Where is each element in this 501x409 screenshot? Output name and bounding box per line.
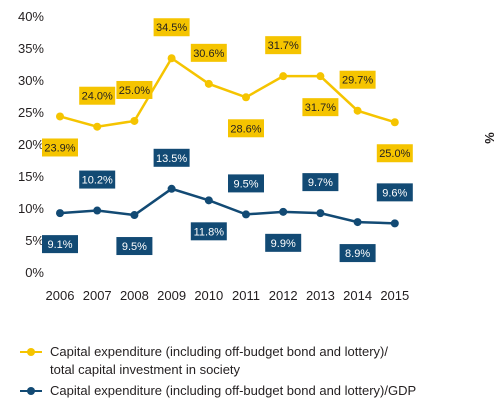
data-point [167, 54, 176, 63]
y-axis: 0% 5% 10% 15% 20% 25% 30% 35% 40% [18, 9, 44, 280]
legend-label-line1: Capital expenditure (including off-budge… [50, 344, 388, 359]
data-label: 8.9% [345, 248, 370, 260]
x-tick-label: 2012 [269, 288, 298, 303]
data-label-box [302, 98, 339, 117]
data-label: 9.9% [271, 238, 296, 250]
data-label-box [153, 18, 190, 37]
data-label-box [79, 86, 116, 105]
data-label: 31.7% [268, 40, 299, 52]
y-tick-label: 25% [18, 105, 44, 120]
x-tick-label: 2011 [232, 288, 260, 303]
data-label-box [190, 43, 227, 62]
data-point [279, 207, 288, 216]
x-tick-label: 2015 [380, 288, 409, 303]
y-tick-label: 0% [25, 265, 44, 280]
x-tick-label: 2013 [306, 288, 335, 303]
data-point [316, 72, 325, 81]
data-label: 13.5% [156, 153, 187, 165]
data-point [316, 209, 325, 218]
data-point [204, 79, 213, 88]
data-label: 25.0% [379, 148, 410, 160]
data-label-box [190, 222, 227, 241]
data-label-box [79, 170, 116, 189]
x-tick-label: 2010 [194, 288, 223, 303]
data-label: 10.2% [82, 175, 113, 187]
legend-label: Capital expenditure (including off-budge… [50, 383, 417, 398]
x-tick-label: 2008 [120, 288, 149, 303]
y-tick-label: 40% [18, 9, 44, 24]
y-tick-label: 10% [18, 201, 44, 216]
data-label-box [42, 235, 78, 254]
unit-label: % [482, 132, 497, 144]
legend-marker-blue [20, 386, 42, 396]
x-tick-label: 2014 [343, 288, 372, 303]
x-axis: 2006 2007 2008 2009 2010 2011 2012 2013 2014 2015 [46, 288, 410, 303]
series-line [59, 56, 396, 128]
data-label: 23.9% [44, 142, 75, 154]
legend: Capital expenditure (including off-budge… [20, 343, 416, 400]
data-label-box [339, 244, 376, 263]
data-point [242, 93, 250, 102]
data-label-box [228, 174, 264, 193]
data-point [93, 206, 102, 215]
legend-marker-yellow [20, 347, 42, 357]
y-tick-label: 5% [25, 233, 44, 248]
data-label-box [302, 173, 339, 192]
data-point [130, 116, 139, 125]
data-label-box [42, 138, 78, 157]
x-tick-label: 2009 [157, 288, 186, 303]
legend-item-capital-investment: Capital expenditure (including off-budge… [20, 343, 416, 379]
data-point [279, 72, 288, 81]
data-point [353, 106, 362, 115]
line-chart: 0%5%10%15%20%25%30%35%40% 2006 2007 2008 20… [18, 9, 497, 303]
y-tick-label: 20% [18, 137, 44, 152]
y-tick-label: 30% [18, 73, 44, 88]
series-line [59, 187, 395, 225]
data-label: 11.8% [194, 226, 225, 238]
data-label: 9.6% [382, 187, 407, 199]
data-label: 29.7% [342, 75, 373, 87]
data-label: 28.6% [230, 123, 261, 135]
data-label-box [339, 70, 376, 89]
legend-label-line2: total capital investment in society [50, 362, 241, 377]
data-point [204, 196, 213, 205]
legend-item-gdp: Capital expenditure (including off-budge… [20, 382, 416, 400]
series-layer [56, 54, 399, 228]
data-label: 34.5% [156, 22, 187, 34]
data-label-box [265, 36, 302, 55]
data-point [56, 112, 64, 121]
data-point [353, 218, 362, 227]
data-label-box [376, 183, 413, 202]
data-point [130, 211, 139, 220]
data-label: 25.0% [119, 85, 150, 97]
data-label-box [153, 148, 190, 167]
data-label: 9.1% [47, 239, 72, 251]
y-tick-label: 15% [18, 169, 44, 184]
data-point [56, 209, 64, 218]
data-label-box [265, 233, 302, 252]
data-label: 30.6% [193, 48, 224, 60]
data-point [390, 118, 399, 127]
data-label: 24.0% [82, 91, 113, 103]
data-point [242, 210, 250, 219]
data-label: 9.5% [233, 178, 258, 190]
data-point [93, 122, 102, 131]
data-label-box [376, 144, 413, 163]
data-label: 9.7% [308, 177, 333, 189]
data-point [390, 219, 399, 228]
data-label-layer: 23.9% 24.0% 25.0% 34.5% 30.6% 28.6% 31.7% 31.7%… [42, 18, 413, 263]
x-tick-label: 2007 [83, 288, 112, 303]
data-label: 31.7% [305, 102, 336, 114]
data-point [167, 184, 176, 193]
data-label-box [116, 237, 153, 256]
data-label-box [228, 119, 264, 138]
y-tick-label: 35% [18, 41, 44, 56]
x-tick-label: 2006 [46, 288, 75, 303]
data-label: 9.5% [122, 241, 147, 253]
data-label-box [116, 80, 153, 99]
